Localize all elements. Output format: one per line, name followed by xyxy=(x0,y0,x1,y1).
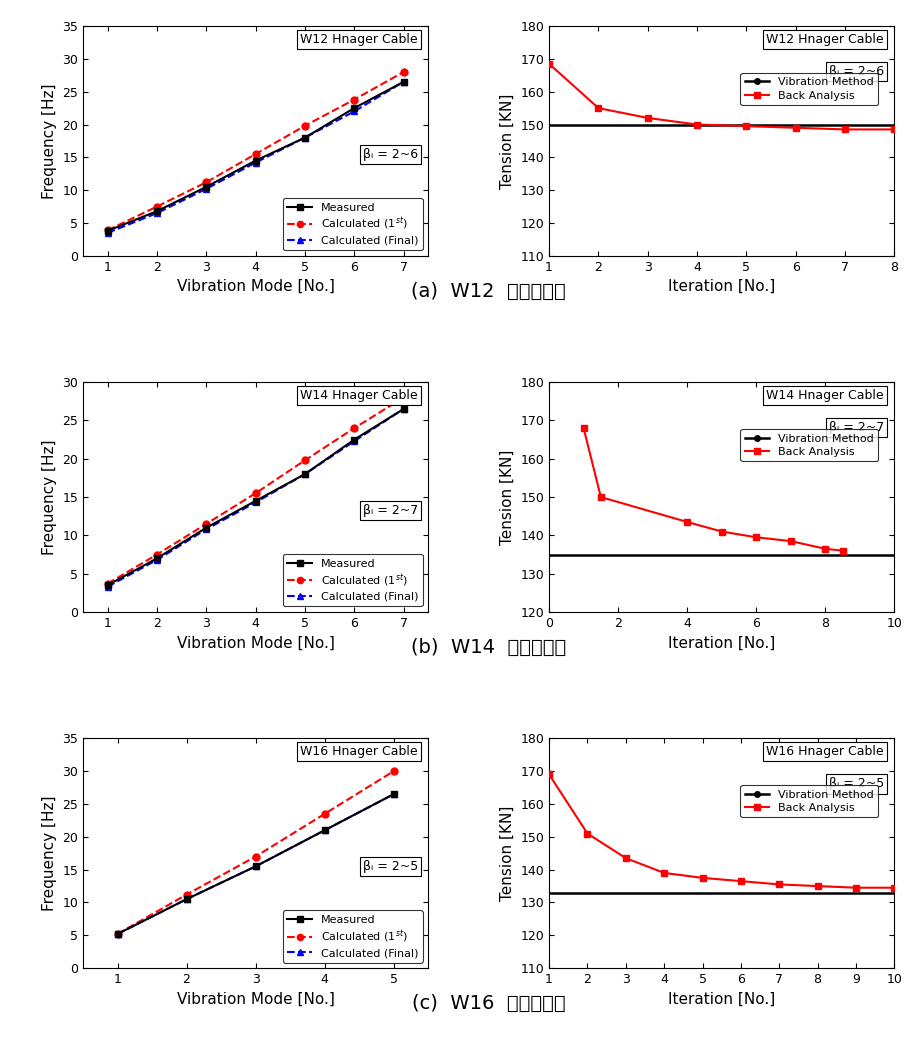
X-axis label: Iteration [No.]: Iteration [No.] xyxy=(668,635,775,651)
Legend: Vibration Method, Back Analysis: Vibration Method, Back Analysis xyxy=(740,785,879,817)
Y-axis label: Tension [KN]: Tension [KN] xyxy=(500,806,514,900)
Y-axis label: Frequency [Hz]: Frequency [Hz] xyxy=(41,83,56,199)
Text: W12 Hnager Cable: W12 Hnager Cable xyxy=(766,33,884,46)
Text: βᵢ = 2~5: βᵢ = 2~5 xyxy=(362,860,418,873)
Y-axis label: Tension [KN]: Tension [KN] xyxy=(500,450,514,544)
Legend: Vibration Method, Back Analysis: Vibration Method, Back Analysis xyxy=(740,73,879,105)
Text: W16 Hnager Cable: W16 Hnager Cable xyxy=(766,745,884,758)
Y-axis label: Frequency [Hz]: Frequency [Hz] xyxy=(41,439,56,555)
Legend: Measured, Calculated (1$^{st}$), Calculated (Final): Measured, Calculated (1$^{st}$), Calcula… xyxy=(283,554,422,607)
Text: βᵢ = 2~6: βᵢ = 2~6 xyxy=(362,148,418,160)
X-axis label: Vibration Mode [No.]: Vibration Mode [No.] xyxy=(177,279,335,295)
Legend: Measured, Calculated (1$^{st}$), Calculated (Final): Measured, Calculated (1$^{st}$), Calcula… xyxy=(283,198,422,250)
Text: βᵢ = 2~5: βᵢ = 2~5 xyxy=(829,778,884,790)
Y-axis label: Tension [KN]: Tension [KN] xyxy=(500,94,514,188)
X-axis label: Iteration [No.]: Iteration [No.] xyxy=(668,991,775,1007)
Text: (b)  W14  행어케이블: (b) W14 행어케이블 xyxy=(411,638,566,657)
Text: βᵢ = 2~6: βᵢ = 2~6 xyxy=(829,66,884,78)
Legend: Measured, Calculated (1$^{st}$), Calculated (Final): Measured, Calculated (1$^{st}$), Calcula… xyxy=(283,911,422,963)
X-axis label: Vibration Mode [No.]: Vibration Mode [No.] xyxy=(177,635,335,651)
Text: βᵢ = 2~7: βᵢ = 2~7 xyxy=(362,504,418,517)
Text: W14 Hnager Cable: W14 Hnager Cable xyxy=(766,389,884,402)
Legend: Vibration Method, Back Analysis: Vibration Method, Back Analysis xyxy=(740,429,879,461)
Text: W14 Hnager Cable: W14 Hnager Cable xyxy=(301,389,418,402)
Text: W16 Hnager Cable: W16 Hnager Cable xyxy=(301,745,418,758)
X-axis label: Vibration Mode [No.]: Vibration Mode [No.] xyxy=(177,991,335,1007)
Y-axis label: Frequency [Hz]: Frequency [Hz] xyxy=(41,795,56,911)
Text: (c)  W16  행어케이블: (c) W16 행어케이블 xyxy=(412,994,565,1013)
Text: βᵢ = 2~7: βᵢ = 2~7 xyxy=(829,422,884,434)
X-axis label: Iteration [No.]: Iteration [No.] xyxy=(668,279,775,295)
Text: W12 Hnager Cable: W12 Hnager Cable xyxy=(301,33,418,46)
Text: (a)  W12  행어케이블: (a) W12 행어케이블 xyxy=(411,282,566,301)
